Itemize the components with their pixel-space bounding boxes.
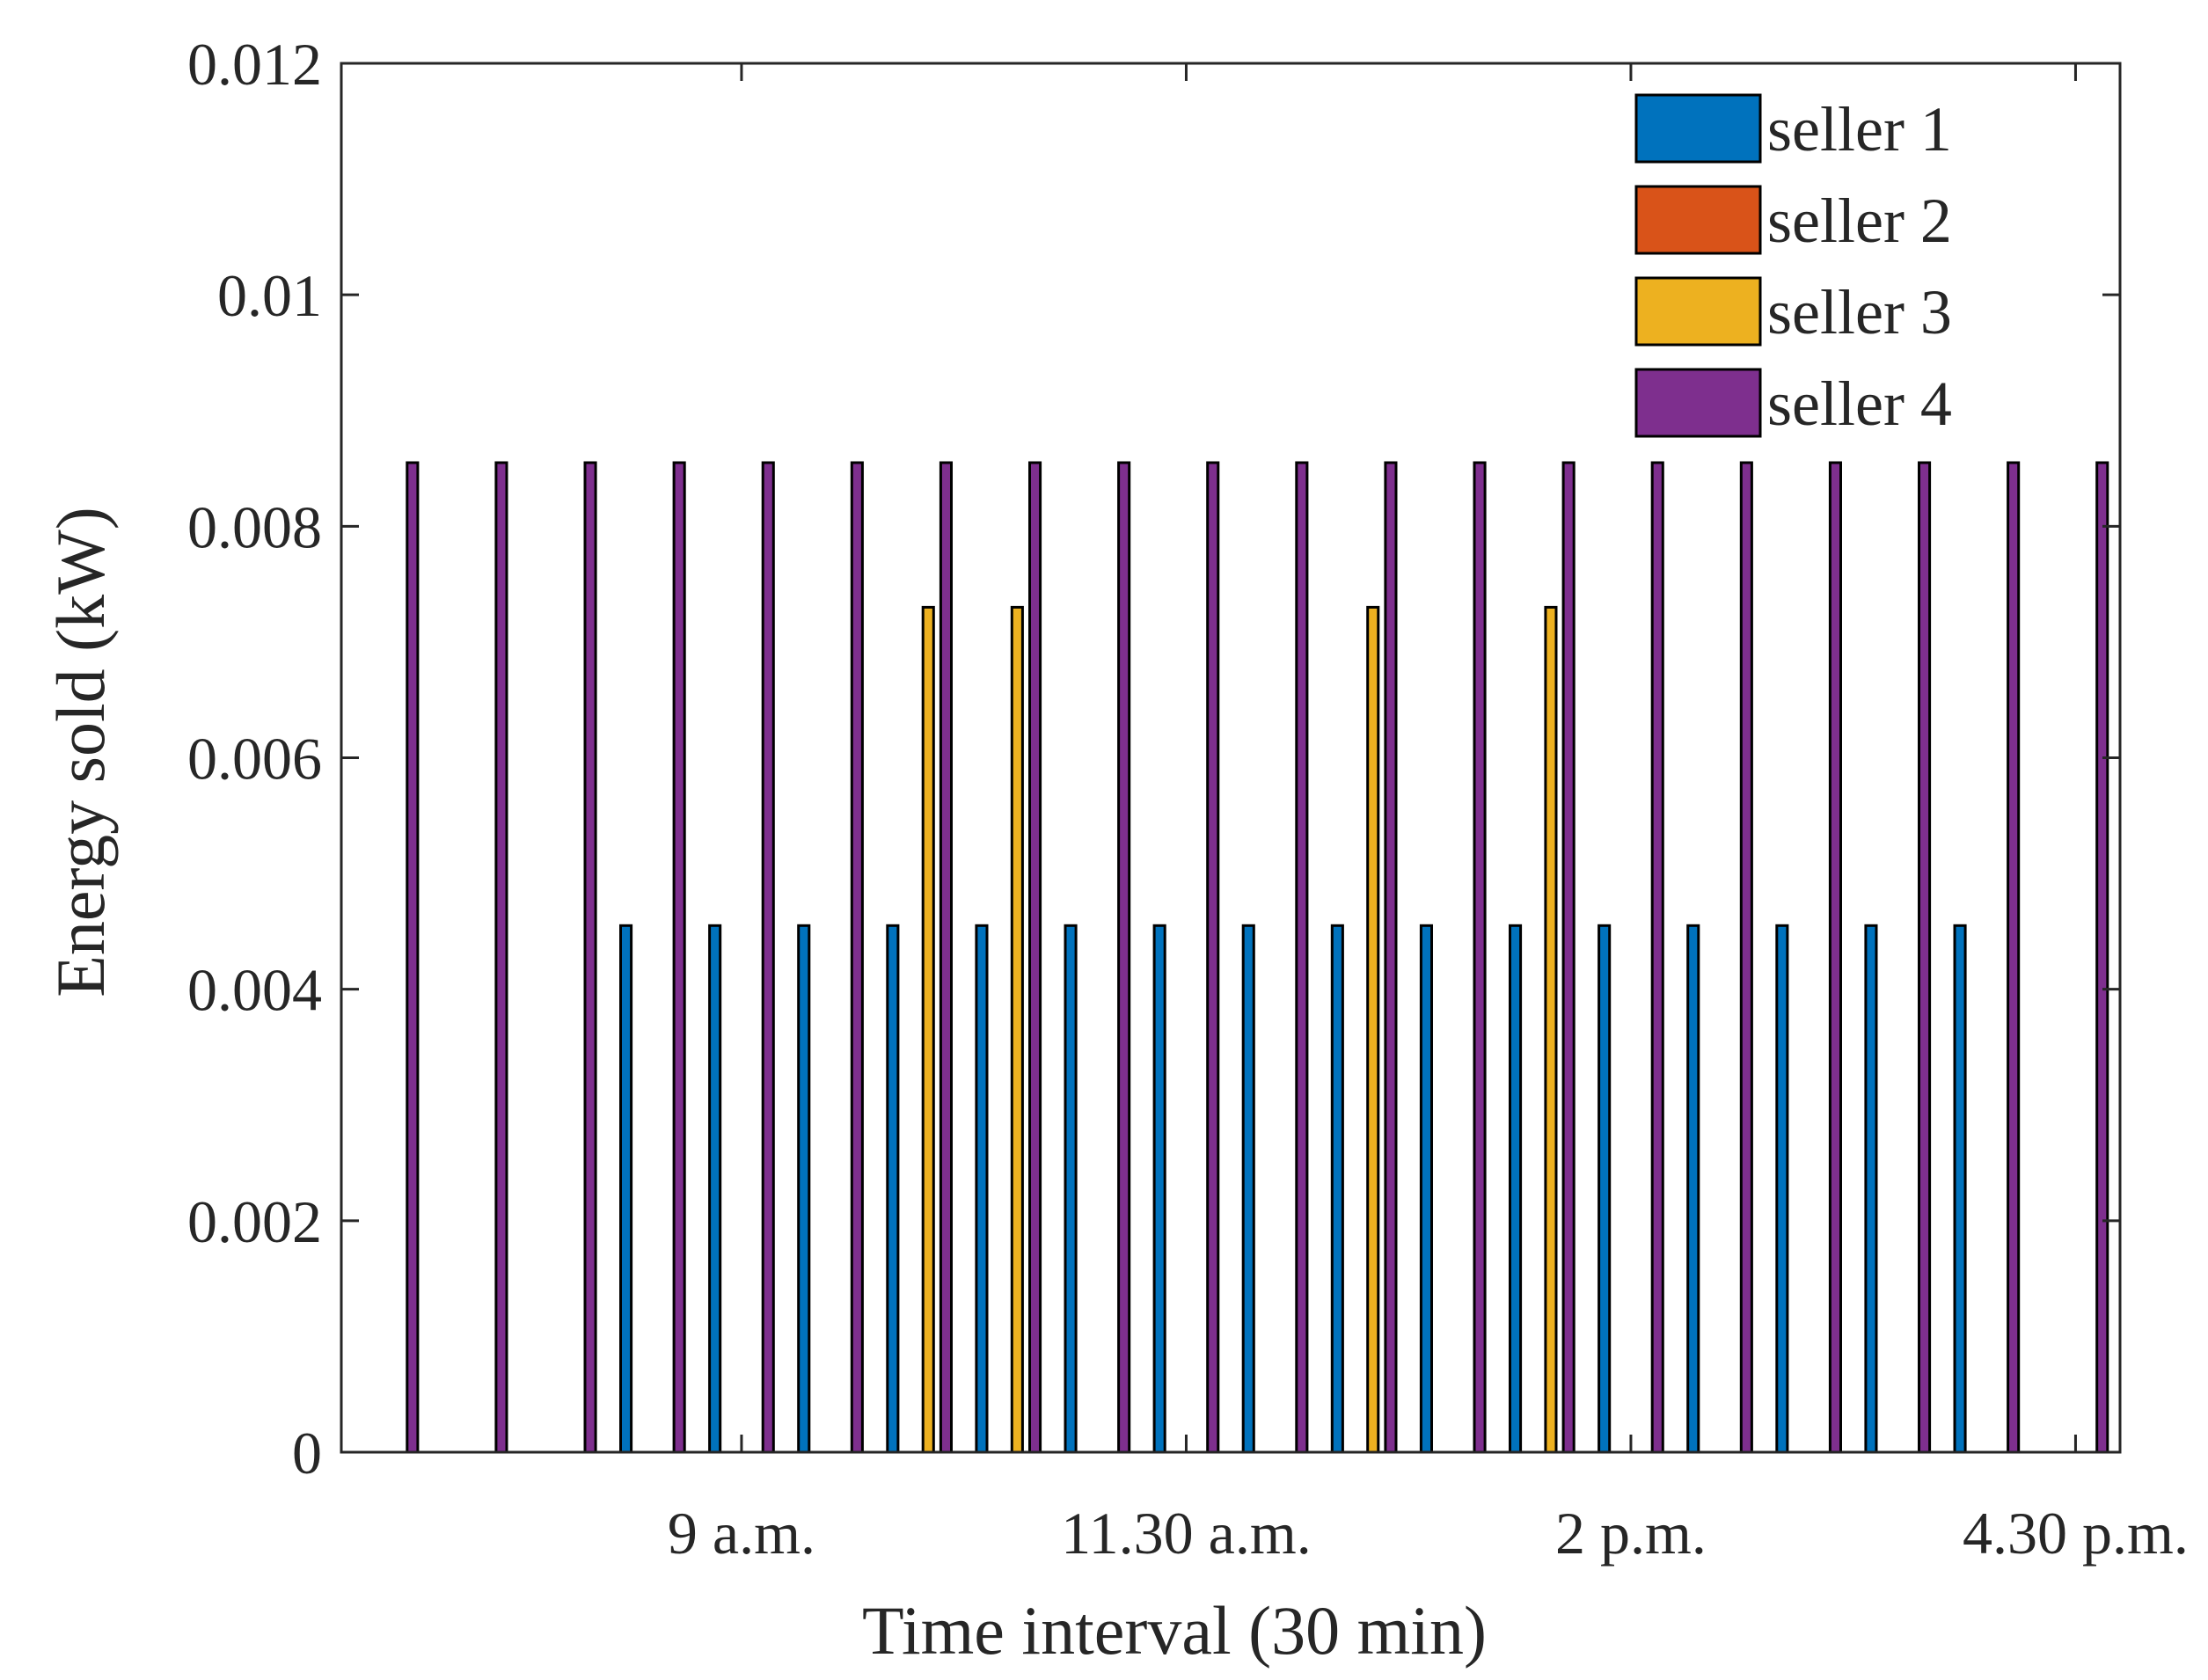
y-tick-label: 0.004 [187,957,322,1024]
bar-seller-4-t8 [1028,461,1042,1454]
legend-swatch-seller-2 [1634,185,1762,255]
bar-seller-1-t11 [1241,924,1255,1454]
legend-label-seller-3: seller 3 [1767,277,1952,347]
bar-seller-1-t13 [1419,924,1434,1454]
x-axis-title: Time interval (30 min) [862,1592,1487,1669]
bar-seller-4-t13 [1473,461,1487,1454]
y-tick-label: 0.012 [187,31,322,98]
legend: seller 1 seller 2 seller 3 seller 4 [1634,93,1952,439]
bar-seller-1-t15 [1598,924,1612,1454]
bar-seller-4-t17 [1828,461,1842,1454]
bar-seller-1-t14 [1509,924,1523,1454]
legend-label-seller-1: seller 1 [1767,94,1952,164]
bar-seller-4-t3 [583,461,597,1454]
y-tick-label: 0.002 [187,1188,322,1255]
bar-seller-1-t17 [1775,924,1789,1454]
bar-seller-4-t18 [1918,461,1932,1454]
bar-seller-3-t14 [1544,605,1558,1454]
legend-swatch-seller-3 [1634,276,1762,347]
bars-layer [406,461,2109,1454]
bar-seller-1-t19 [1953,924,1967,1454]
bar-seller-4-t16 [1739,461,1753,1454]
bar-seller-1-t10 [1152,924,1166,1454]
x-tick-label: 2 p.m. [1555,1500,1707,1567]
bar-seller-4-t9 [1117,461,1131,1454]
bar-seller-1-t9 [1064,924,1078,1454]
legend-label-seller-2: seller 2 [1767,186,1952,256]
bar-seller-4-t2 [494,461,508,1454]
bar-seller-4-t6 [850,461,864,1454]
x-tick-label: 11.30 a.m. [1061,1500,1312,1567]
legend-swatch-seller-1 [1634,93,1762,164]
bar-seller-4-t4 [672,461,686,1454]
bar-seller-3-t12 [1366,605,1380,1454]
bar-seller-4-t15 [1650,461,1664,1454]
bar-seller-1-t7 [886,924,900,1454]
bar-seller-3-t7 [921,605,935,1454]
legend-swatch-seller-4 [1634,368,1762,438]
y-tick-label: 0.01 [217,262,322,329]
x-tick-label: 9 a.m. [668,1500,815,1567]
bar-seller-3-t8 [1010,605,1024,1454]
y-tick-label: 0 [292,1420,322,1486]
legend-label-seller-4: seller 4 [1767,369,1952,439]
bar-seller-4-t19 [2007,461,2021,1454]
y-tick-label: 0.008 [187,493,322,560]
bar-seller-1-t16 [1686,924,1700,1454]
bar-seller-4-t20 [2095,461,2109,1454]
axes-layer [340,62,2122,1454]
bar-seller-4-t14 [1561,461,1576,1454]
bar-seller-1-t18 [1864,924,1878,1454]
bar-seller-4-t1 [406,461,420,1454]
bar-seller-4-t11 [1295,461,1309,1454]
x-tick-label: 4.30 p.m. [1963,1500,2189,1567]
y-tick-label: 0.006 [187,726,322,793]
bar-seller-1-t8 [975,924,989,1454]
bar-seller-1-t12 [1330,924,1344,1454]
bar-seller-4-t12 [1384,461,1398,1454]
bar-seller-4-t7 [939,461,954,1454]
tick-labels-layer: 0 0.002 0.004 0.006 0.008 0.01 0.012 9 a.m. 11.3… [187,31,2189,1567]
bar-seller-1-t4 [619,924,633,1454]
bar-seller-1-t5 [708,924,722,1454]
bar-seller-1-t6 [797,924,811,1454]
bar-seller-4-t5 [761,461,775,1454]
y-axis-title: Energy sold (kW) [42,507,119,997]
bar-seller-4-t10 [1206,461,1220,1454]
